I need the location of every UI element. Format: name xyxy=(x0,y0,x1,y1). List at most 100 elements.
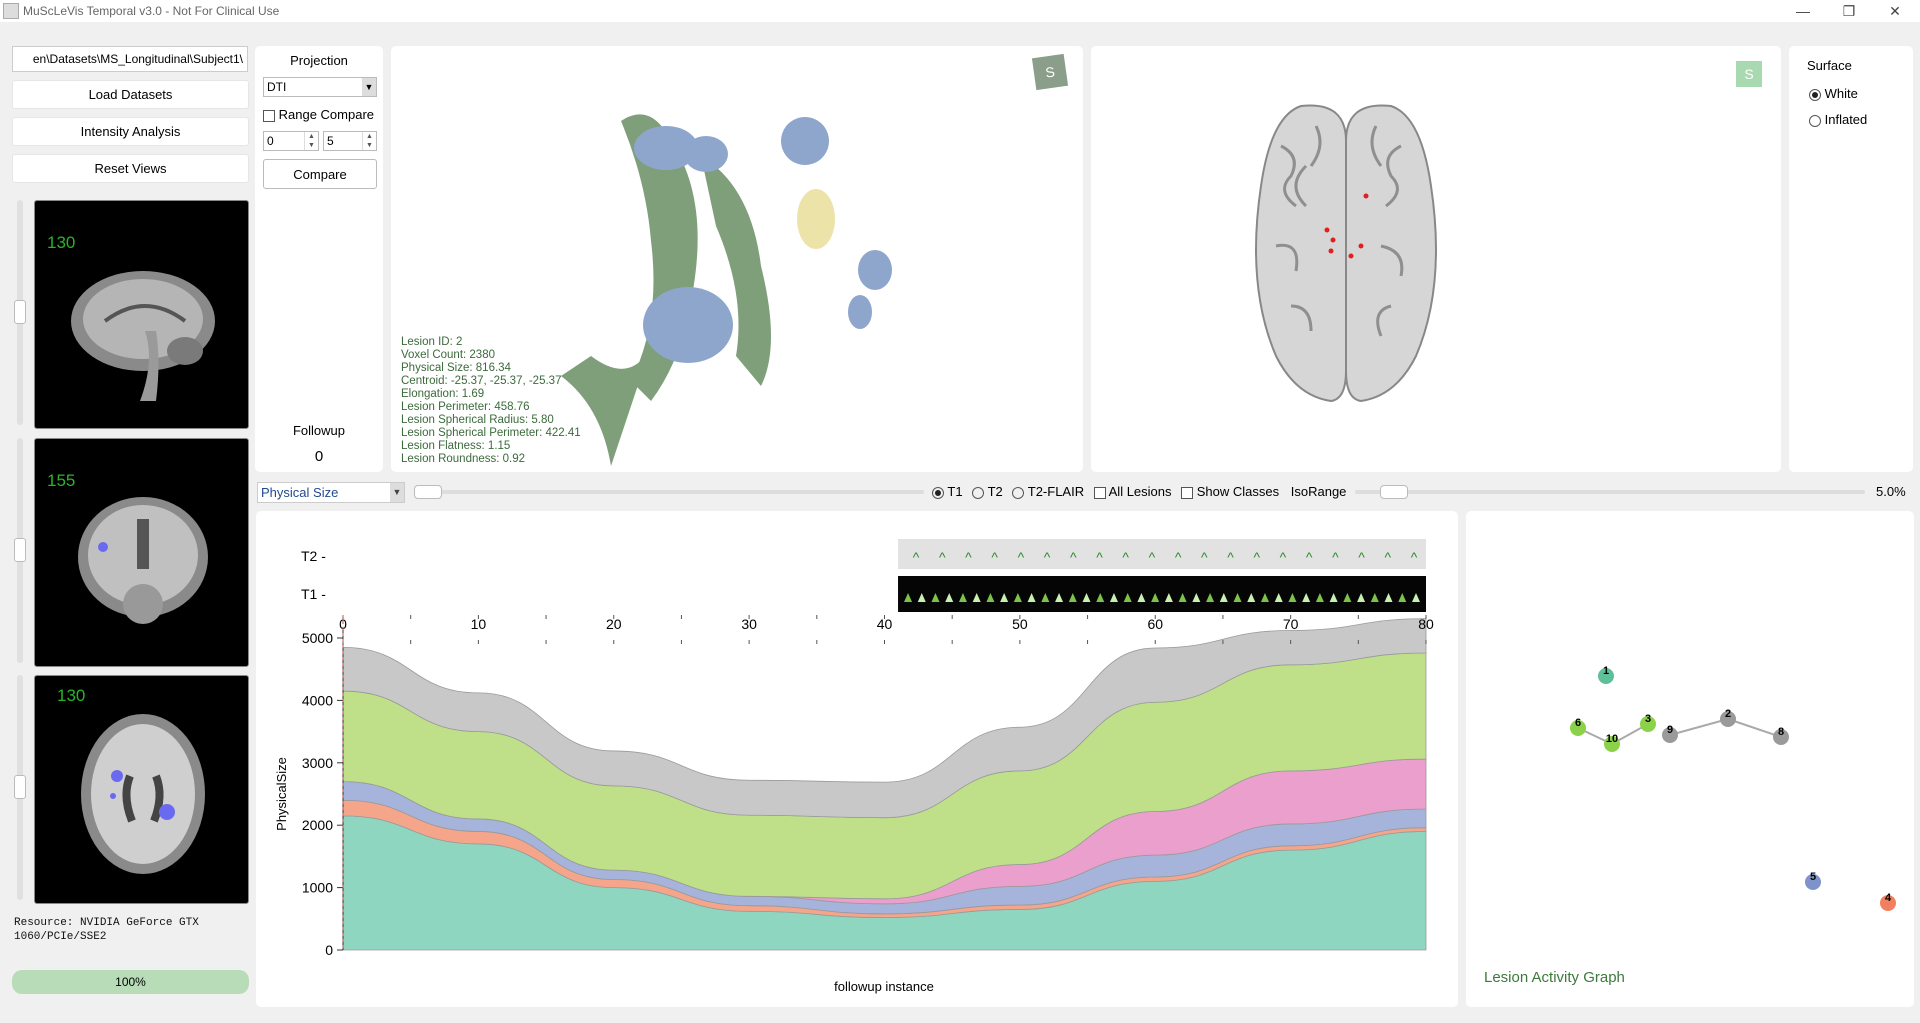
x-tick-label: 80 xyxy=(1418,616,1434,632)
graph-node-label[interactable]: 3 xyxy=(1645,713,1651,725)
slider-handle[interactable] xyxy=(14,775,26,799)
x-tick-label: 60 xyxy=(1147,616,1163,632)
isorange-label: IsoRange xyxy=(1290,484,1347,499)
projection-label: Projection xyxy=(290,53,348,68)
lesion-info-line: Centroid: -25.37, -25.37, -25.37 xyxy=(401,375,562,387)
slider-handle[interactable] xyxy=(14,300,26,324)
range-compare-checkbox[interactable]: Range Compare xyxy=(263,107,374,122)
followup-value: 0 xyxy=(314,448,324,465)
graph-node-label[interactable]: 9 xyxy=(1667,724,1673,736)
orientation-cube-icon[interactable]: S xyxy=(1031,53,1069,91)
t1-event-marker xyxy=(1041,593,1050,602)
graph-node-label[interactable]: 4 xyxy=(1885,892,1892,904)
reset-views-button[interactable]: Reset Views xyxy=(12,154,249,183)
t1-event-marker xyxy=(1302,593,1311,602)
coronal-slice-slider[interactable] xyxy=(14,438,26,663)
slider-handle[interactable] xyxy=(414,485,442,499)
orientation-cube-icon[interactable]: S xyxy=(1736,61,1762,87)
axial-view[interactable]: 130 xyxy=(34,675,249,904)
spinner-arrows-icon[interactable]: ▲ ▼ xyxy=(362,132,376,150)
brain-surface-view[interactable]: S xyxy=(1091,46,1781,472)
brain-surface-render xyxy=(1255,104,1437,403)
graph-edge[interactable] xyxy=(1727,718,1782,738)
t1-event-marker xyxy=(986,593,995,602)
metric-select-value: Physical Size xyxy=(261,485,339,500)
row-label-t1: T1 - xyxy=(301,586,326,602)
graph-node-label[interactable]: 5 xyxy=(1810,871,1816,883)
range-from-spinner[interactable]: 0 ▲ ▼ xyxy=(263,131,319,151)
dataset-path-input[interactable] xyxy=(12,46,248,72)
lesion-activity-graph[interactable]: 1 6 3 10 9 2 8 5 4 xyxy=(1466,511,1914,1007)
t2-event-marker: ^ xyxy=(1044,549,1051,565)
graph-node-label[interactable]: 8 xyxy=(1778,726,1784,738)
graph-node[interactable] xyxy=(1570,720,1586,736)
graph-node-label[interactable]: 10 xyxy=(1606,733,1618,745)
graph-node[interactable] xyxy=(1604,736,1620,752)
load-datasets-button[interactable]: Load Datasets xyxy=(12,80,249,109)
x-tick-label: 70 xyxy=(1283,616,1299,632)
t1-event-marker xyxy=(1000,593,1009,602)
restore-button[interactable]: ❐ xyxy=(1842,2,1856,19)
sagittal-view[interactable]: 130 xyxy=(34,200,249,429)
graph-node[interactable] xyxy=(1662,727,1678,743)
slider-handle[interactable] xyxy=(14,538,26,562)
graph-node[interactable] xyxy=(1805,874,1821,890)
graph-node[interactable] xyxy=(1598,668,1614,684)
isorange-value: 5.0% xyxy=(1876,484,1906,499)
projection-select[interactable]: DTI ▼ xyxy=(263,77,377,97)
physical-size-chart[interactable]: 0 1000 2000 3000 4000 5000 PhysicalSize followu… xyxy=(256,511,1458,1007)
app-icon xyxy=(3,3,19,19)
lesion-info-line: Lesion Spherical Perimeter: 422.41 xyxy=(401,427,581,439)
graph-node-label[interactable]: 6 xyxy=(1575,717,1581,729)
axial-brain-image xyxy=(81,714,205,874)
t1-event-marker xyxy=(1109,593,1118,602)
followup-slider[interactable] xyxy=(414,485,924,499)
t1-event-marker xyxy=(945,593,954,602)
graph-node-label[interactable]: 1 xyxy=(1603,665,1609,677)
all-lesions-checkbox[interactable]: All Lesions xyxy=(1093,484,1172,499)
window-title: MuScLeVis Temporal v3.0 - Not For Clinic… xyxy=(23,4,280,18)
graph-edge[interactable] xyxy=(1669,718,1729,736)
graph-node[interactable] xyxy=(1773,729,1789,745)
white-radio[interactable]: White xyxy=(1809,86,1858,101)
t2flair-radio[interactable]: T2-FLAIR xyxy=(1012,484,1084,499)
range-compare-label: Range Compare xyxy=(278,107,375,122)
t1-event-marker xyxy=(1151,593,1160,602)
graph-node[interactable] xyxy=(1720,711,1736,727)
graph-node[interactable] xyxy=(1880,895,1896,911)
sagittal-slice-slider[interactable] xyxy=(14,200,26,425)
lesion-info-line: Elongation: 1.69 xyxy=(401,388,485,400)
slider-handle[interactable] xyxy=(1380,485,1408,499)
graph-node-label[interactable]: 2 xyxy=(1725,708,1731,720)
t1-radio[interactable]: T1 xyxy=(932,484,963,499)
t1-strip xyxy=(898,576,1426,612)
lesion-info-line: Lesion Roundness: 0.92 xyxy=(401,453,526,465)
lesion-info: Lesion ID: 2 Voxel Count: 2380 Physical … xyxy=(401,336,581,466)
inflated-radio[interactable]: Inflated xyxy=(1809,112,1867,127)
t2-radio[interactable]: T2 xyxy=(972,484,1003,499)
y-tick-label: 5000 xyxy=(302,630,333,646)
isorange-slider[interactable] xyxy=(1355,485,1865,499)
lesion-info-line: Physical Size: 816.34 xyxy=(401,362,511,374)
minimize-button[interactable]: — xyxy=(1796,3,1810,19)
t1-event-marker xyxy=(1013,593,1022,602)
close-button[interactable]: ✕ xyxy=(1889,2,1901,19)
show-classes-checkbox[interactable]: Show Classes xyxy=(1181,484,1279,499)
t1-event-marker xyxy=(1178,593,1187,602)
slice-number: 130 xyxy=(57,686,86,705)
coronal-view[interactable]: 155 xyxy=(34,438,249,667)
metric-select[interactable]: Physical Size ▼ xyxy=(257,482,405,503)
spinner-arrows-icon[interactable]: ▲ ▼ xyxy=(304,132,318,150)
show-classes-label: Show Classes xyxy=(1196,484,1280,499)
progress-label: 100% xyxy=(115,975,146,989)
row-label-t2: T2 - xyxy=(301,548,326,564)
range-to-spinner[interactable]: 5 ▲ ▼ xyxy=(323,131,377,151)
chevron-down-icon: ▼ xyxy=(362,78,376,96)
compare-button[interactable]: Compare xyxy=(263,159,377,189)
lesion-3d-view[interactable]: S xyxy=(391,46,1083,472)
axial-slice-slider[interactable] xyxy=(14,675,26,900)
y-tick-label: 4000 xyxy=(302,692,333,708)
graph-node[interactable] xyxy=(1640,716,1656,732)
t2-event-marker: ^ xyxy=(1358,549,1365,565)
intensity-analysis-button[interactable]: Intensity Analysis xyxy=(12,117,249,146)
